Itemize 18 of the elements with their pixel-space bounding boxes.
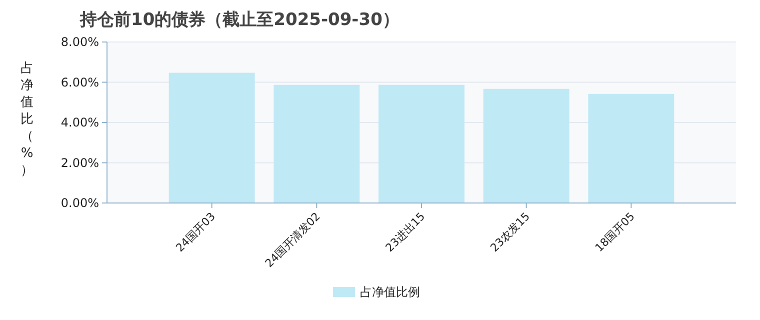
x-tick-label: 23进出15 bbox=[383, 210, 428, 254]
y-tick-label: 8.00% bbox=[60, 35, 99, 49]
y-tick-label: 0.00% bbox=[60, 196, 99, 210]
bar bbox=[378, 84, 464, 203]
bar bbox=[483, 88, 570, 203]
legend-label: 占净值比例 bbox=[360, 285, 420, 299]
chart-title: 持仓前10的债券（截止至2025-09-30） bbox=[79, 10, 400, 30]
y-tick-label: 2.00% bbox=[60, 156, 99, 170]
x-tick-label: 23农发15 bbox=[488, 210, 532, 254]
x-tick-label: 24国开03 bbox=[173, 210, 218, 254]
bar bbox=[274, 84, 360, 203]
x-tick-label: 18国开05 bbox=[592, 210, 638, 254]
bar bbox=[168, 72, 255, 203]
y-tick-label: 4.00% bbox=[60, 116, 99, 130]
x-tick-label: 24国开清发02 bbox=[262, 210, 323, 270]
y-axis-title: 占净值比（%） bbox=[20, 61, 34, 178]
bar bbox=[588, 94, 674, 203]
y-tick-label: 6.00% bbox=[60, 75, 99, 90]
